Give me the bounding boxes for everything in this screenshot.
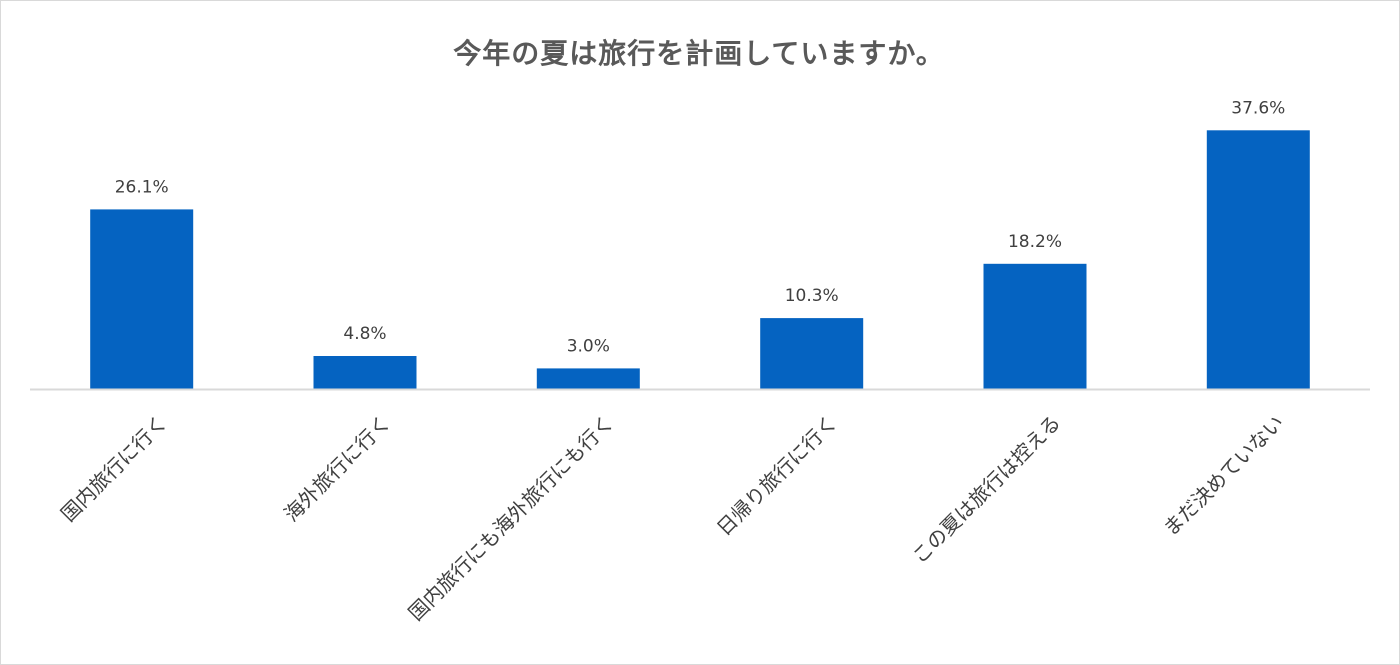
bar-6 (1206, 130, 1310, 390)
value-labels-group: 26.1% 4.8% 3.0% 10.3% 18.2% 37.6% (115, 98, 1286, 356)
value-label-4: 10.3% (785, 286, 839, 306)
bar-5 (983, 263, 1087, 389)
category-label-4: 日帰り旅行に行く (712, 410, 842, 540)
bar-2 (313, 356, 417, 389)
category-label-2: 海外旅行に行く (279, 410, 395, 526)
category-labels-group: 国内旅行に行く 海外旅行に行く 国内旅行にも海外旅行にも行く 日帰り旅行に行く この夏は… (56, 410, 1289, 625)
bars-group (90, 130, 1310, 390)
value-label-3: 3.0% (567, 336, 610, 356)
category-label-5: この夏は旅行は控える (907, 410, 1065, 568)
value-label-5: 18.2% (1008, 232, 1062, 252)
bar-3 (536, 368, 640, 389)
value-label-1: 26.1% (115, 177, 169, 197)
bar-4 (760, 318, 864, 389)
value-label-2: 4.8% (343, 324, 386, 344)
category-label-6: まだ決めていない (1158, 410, 1288, 540)
chart-title: 今年の夏は旅行を計画していますか。 (453, 37, 945, 70)
category-label-1: 国内旅行に行く (56, 410, 172, 526)
value-label-6: 37.6% (1231, 98, 1285, 118)
bar-1 (90, 209, 194, 389)
category-label-3: 国内旅行にも海外旅行にも行く (404, 410, 619, 625)
